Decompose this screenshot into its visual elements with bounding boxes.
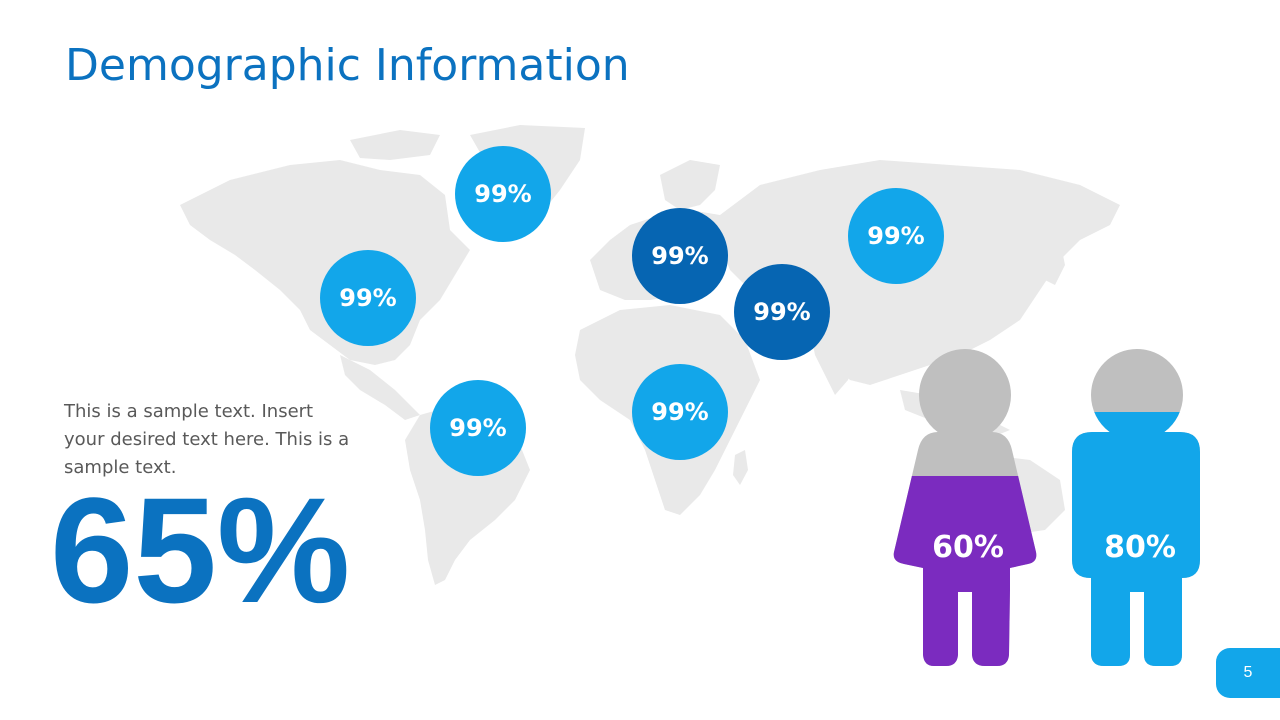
region-bubble-europe: 99% — [632, 208, 728, 304]
slide-title: Demographic Information — [65, 40, 630, 91]
region-bubble-africa: 99% — [632, 364, 728, 460]
male-figure — [1072, 349, 1200, 666]
region-bubble-south-america: 99% — [430, 380, 526, 476]
region-value: 99% — [339, 284, 397, 312]
female-figure — [893, 349, 1037, 666]
page-number: 5 — [1216, 648, 1280, 698]
region-value: 99% — [474, 180, 532, 208]
region-bubble-asia: 99% — [848, 188, 944, 284]
region-bubble-north-america-south: 99% — [320, 250, 416, 346]
region-value: 99% — [449, 414, 507, 442]
female-percent-label: 60% — [932, 530, 1004, 565]
big-statistic: 65% — [50, 466, 351, 634]
region-value: 99% — [651, 242, 709, 270]
description-text: This is a sample text. Insert your desir… — [64, 401, 350, 478]
region-value: 99% — [651, 398, 709, 426]
region-bubble-middle-east: 99% — [734, 264, 830, 360]
female-figure-fill — [893, 476, 1037, 666]
region-value: 99% — [867, 222, 925, 250]
region-bubble-north-america-north: 99% — [455, 146, 551, 242]
region-value: 99% — [753, 298, 811, 326]
male-percent-label: 80% — [1104, 530, 1176, 565]
